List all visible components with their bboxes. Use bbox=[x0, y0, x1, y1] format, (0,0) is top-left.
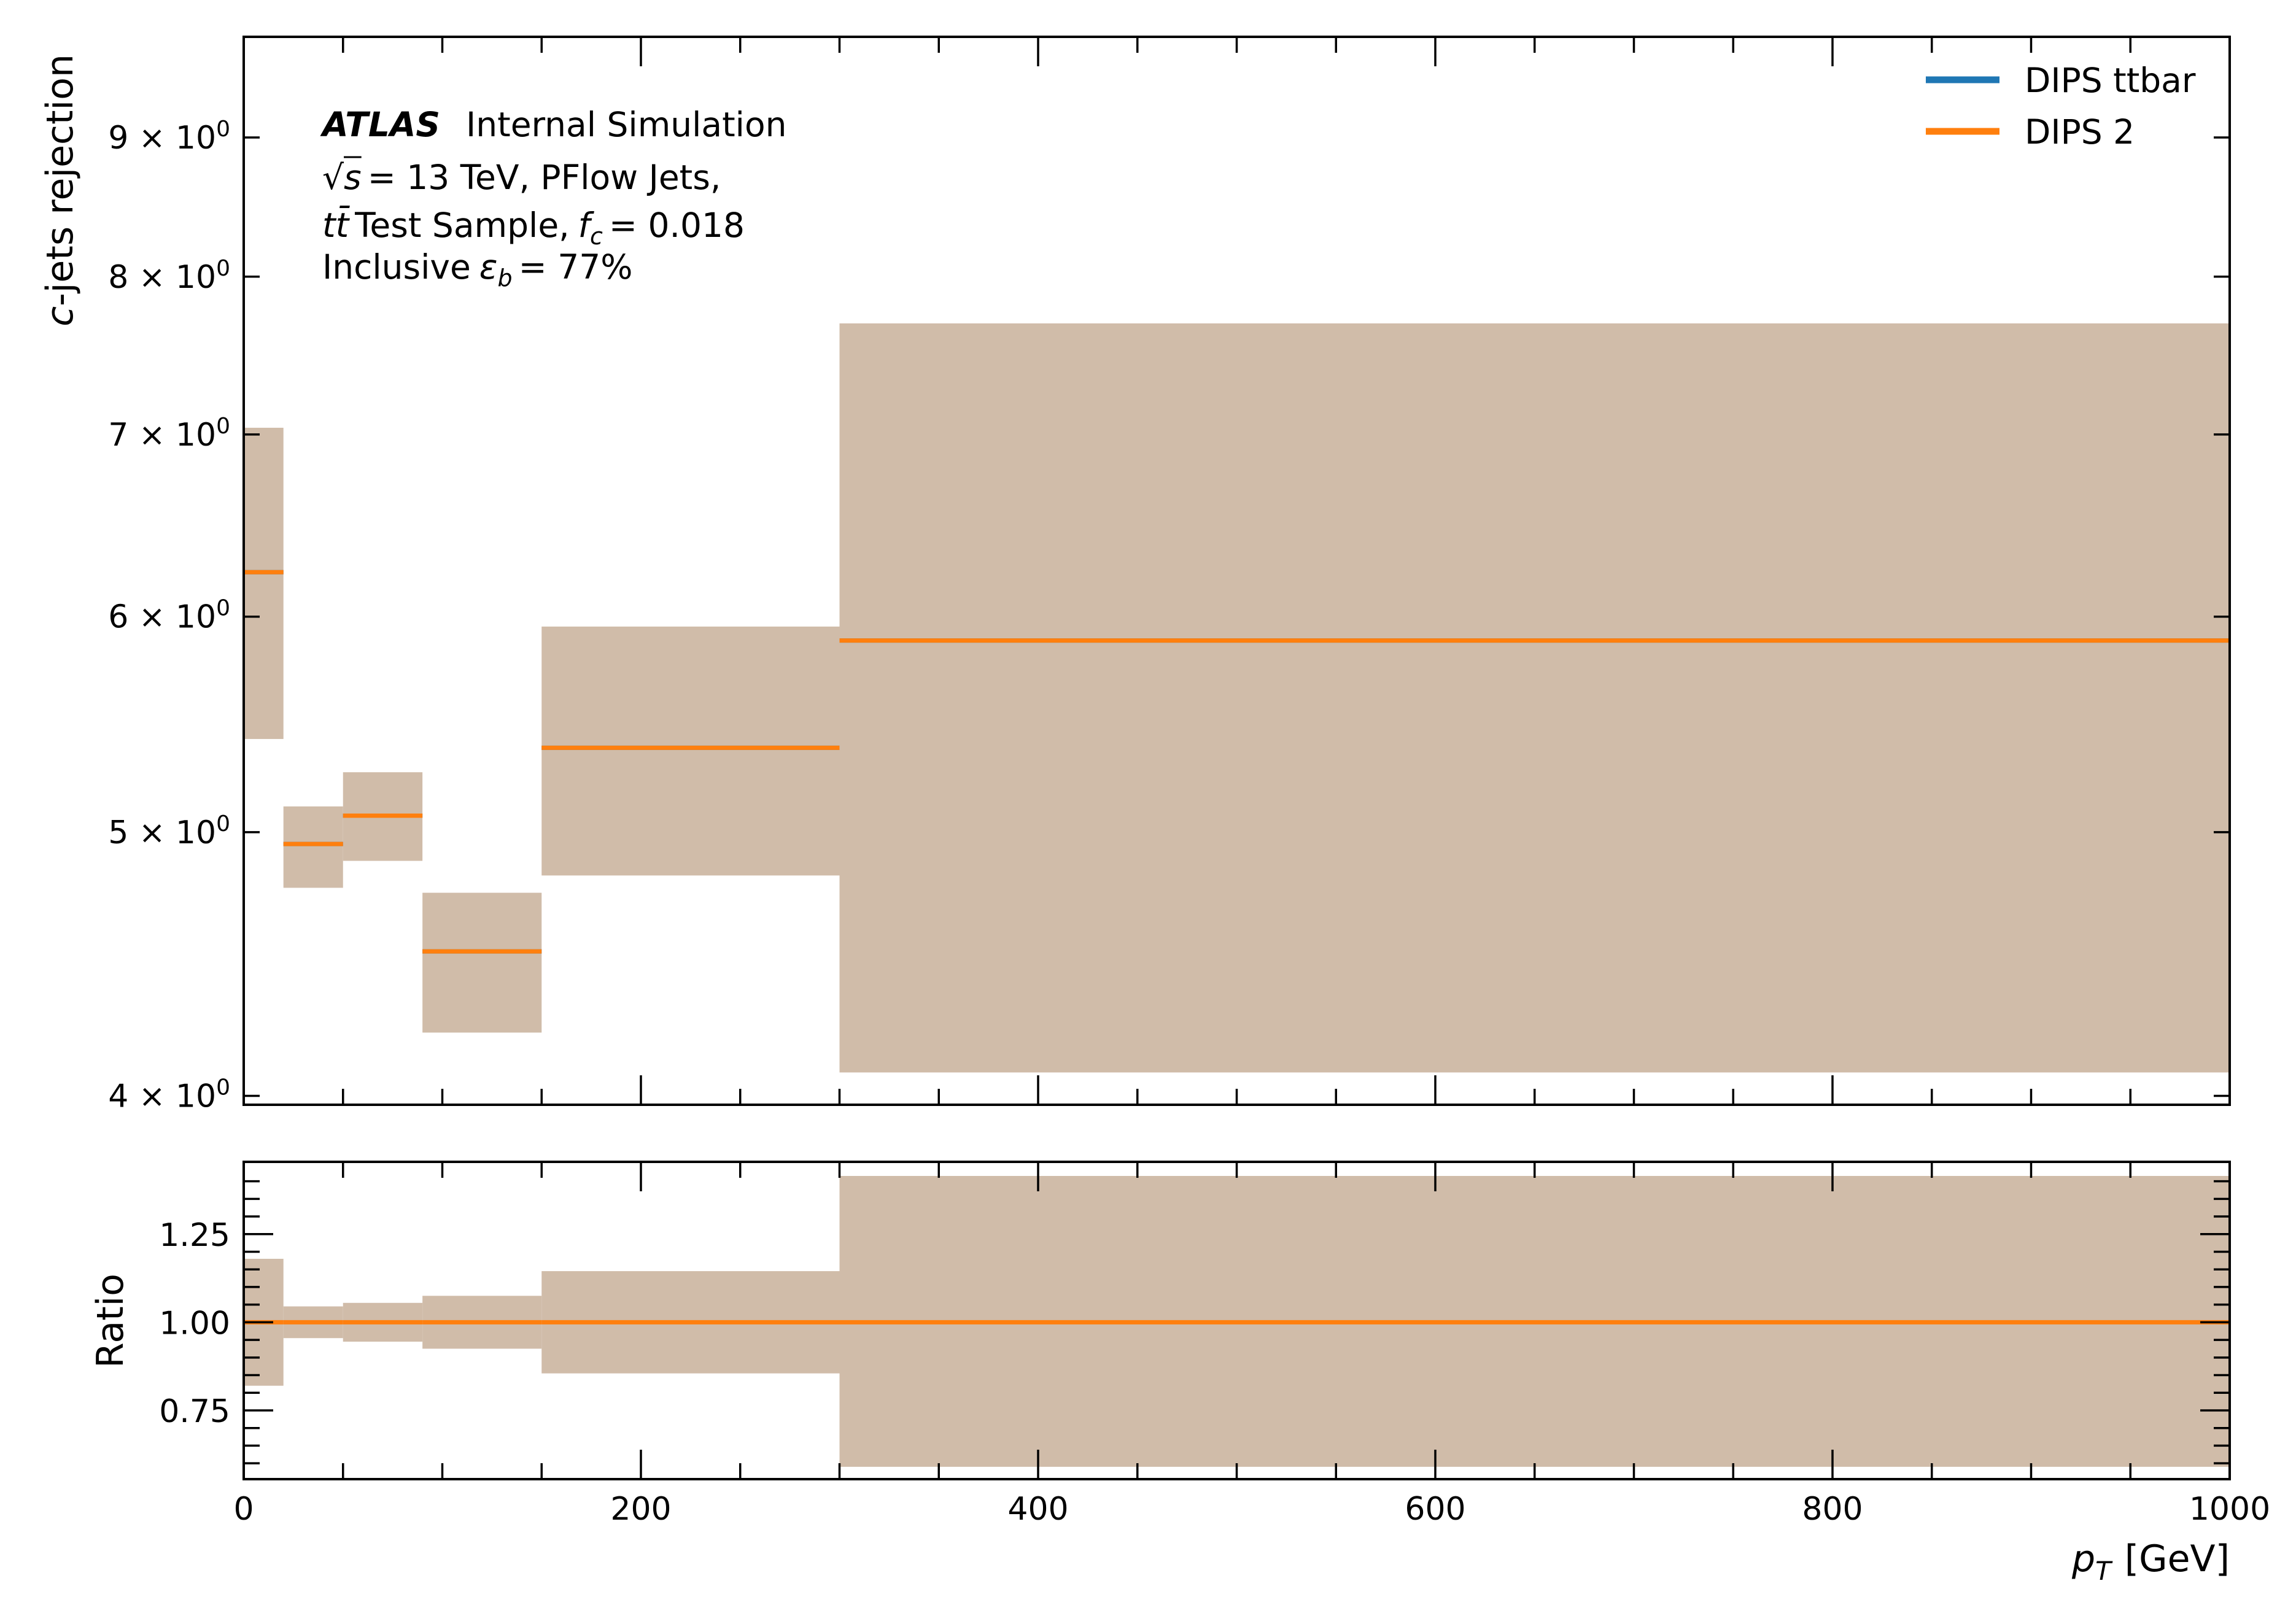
legend-label-dips-2: DIPS 2 bbox=[2025, 112, 2135, 152]
atlas-label-line: ATLAS Internal Simulation bbox=[320, 105, 786, 144]
ratio-y-tick-label: 1.00 bbox=[159, 1305, 230, 1342]
ratio-y-axis-label: Ratio bbox=[89, 1274, 132, 1368]
sample-line: tt̄ Test Sample, fc = 0.018 bbox=[322, 206, 745, 250]
main-y-axis-label: c-jets rejection bbox=[39, 54, 82, 327]
main-y-tick-label: 6 × 100 bbox=[108, 596, 230, 636]
atlas-logo-text: ATLAS bbox=[320, 105, 440, 144]
main-y-tick-label: 4 × 100 bbox=[108, 1075, 230, 1115]
uncertainty-band-bin-0 bbox=[244, 428, 284, 739]
atlas-annotation: ATLAS Internal Simulation √s = 13 TeV, PFl… bbox=[320, 105, 786, 292]
x-tick-label: 600 bbox=[1405, 1491, 1465, 1528]
x-tick-label: 800 bbox=[1802, 1491, 1863, 1528]
main-y-tick-label: 5 × 100 bbox=[108, 811, 230, 851]
x-tick-label: 400 bbox=[1007, 1491, 1068, 1528]
atlas-suffix: Internal Simulation bbox=[466, 105, 786, 144]
main-y-tick-label: 8 × 100 bbox=[108, 256, 230, 296]
main-y-tick-label: 9 × 100 bbox=[108, 117, 230, 157]
uncertainty-band-bin-3 bbox=[422, 893, 541, 1033]
ratio-y-tick-label: 0.75 bbox=[159, 1393, 230, 1430]
x-tick-label: 0 bbox=[233, 1491, 254, 1528]
legend: DIPS ttbar DIPS 2 bbox=[1926, 61, 2196, 152]
main-y-tick-label: 7 × 100 bbox=[108, 414, 230, 454]
ratio-y-tick-labels: 0.75 1.00 1.25 bbox=[159, 1217, 230, 1430]
energy-line: √s = 13 TeV, PFlow Jets, bbox=[322, 158, 721, 197]
uncertainty-band-bin-5 bbox=[840, 323, 2230, 1072]
uncertainty-band-bin-4 bbox=[541, 627, 839, 876]
uncertainty-band-bin-1 bbox=[284, 806, 343, 888]
x-axis-label: pT [GeV] bbox=[2071, 1537, 2230, 1586]
x-tick-label: 1000 bbox=[2189, 1491, 2270, 1528]
x-tick-labels: 0 200 400 600 800 1000 bbox=[233, 1491, 2270, 1528]
main-y-tick-labels: 4 × 100 5 × 100 6 × 100 7 × 100 8 × 100 9 × 1… bbox=[108, 117, 230, 1115]
x-tick-label: 200 bbox=[610, 1491, 671, 1528]
main-panel: 4 × 100 5 × 100 6 × 100 7 × 100 8 × 100 9 × 1… bbox=[39, 37, 2230, 1115]
main-uncertainty-bands bbox=[244, 323, 2230, 1072]
efficiency-line: Inclusive εb = 77% bbox=[322, 247, 632, 292]
legend-label-dips-ttbar: DIPS ttbar bbox=[2025, 61, 2196, 100]
ratio-panel: 0.75 1.00 1.25 0 200 400 600 800 1000 Ratio pT[… bbox=[89, 1162, 2270, 1586]
ratio-y-tick-label: 1.25 bbox=[159, 1217, 230, 1254]
